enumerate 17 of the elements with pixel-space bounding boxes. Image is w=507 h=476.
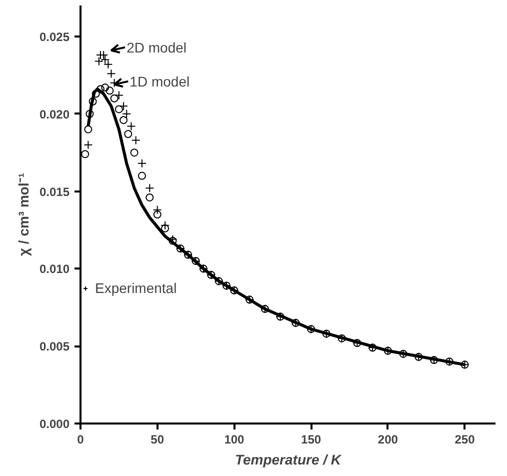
x-tick-label: 200 — [378, 432, 398, 446]
y-tick-label: 0.020 — [39, 107, 70, 122]
x-tick-label: 150 — [301, 432, 322, 446]
x-tick-label: 250 — [454, 432, 476, 446]
annotation: 2D model — [126, 39, 187, 56]
y-tick-label: 0.005 — [39, 340, 70, 354]
y-tick-label: 0.010 — [39, 262, 70, 276]
y-tick-label: 0.000 — [39, 417, 70, 431]
x-tick-label: 0 — [77, 432, 84, 446]
y-tick-label: 0.025 — [39, 30, 70, 44]
annotation: 1D model — [130, 73, 190, 90]
y-axis-title: χ / cm³ mol⁻¹ — [15, 172, 32, 256]
legend-label: Experimental — [95, 280, 177, 296]
x-tick-label: 50 — [150, 432, 164, 446]
x-axis-title: Temperature / K — [234, 452, 342, 468]
y-tick-label: 0.015 — [39, 184, 70, 199]
x-tick-label: 100 — [224, 432, 245, 446]
